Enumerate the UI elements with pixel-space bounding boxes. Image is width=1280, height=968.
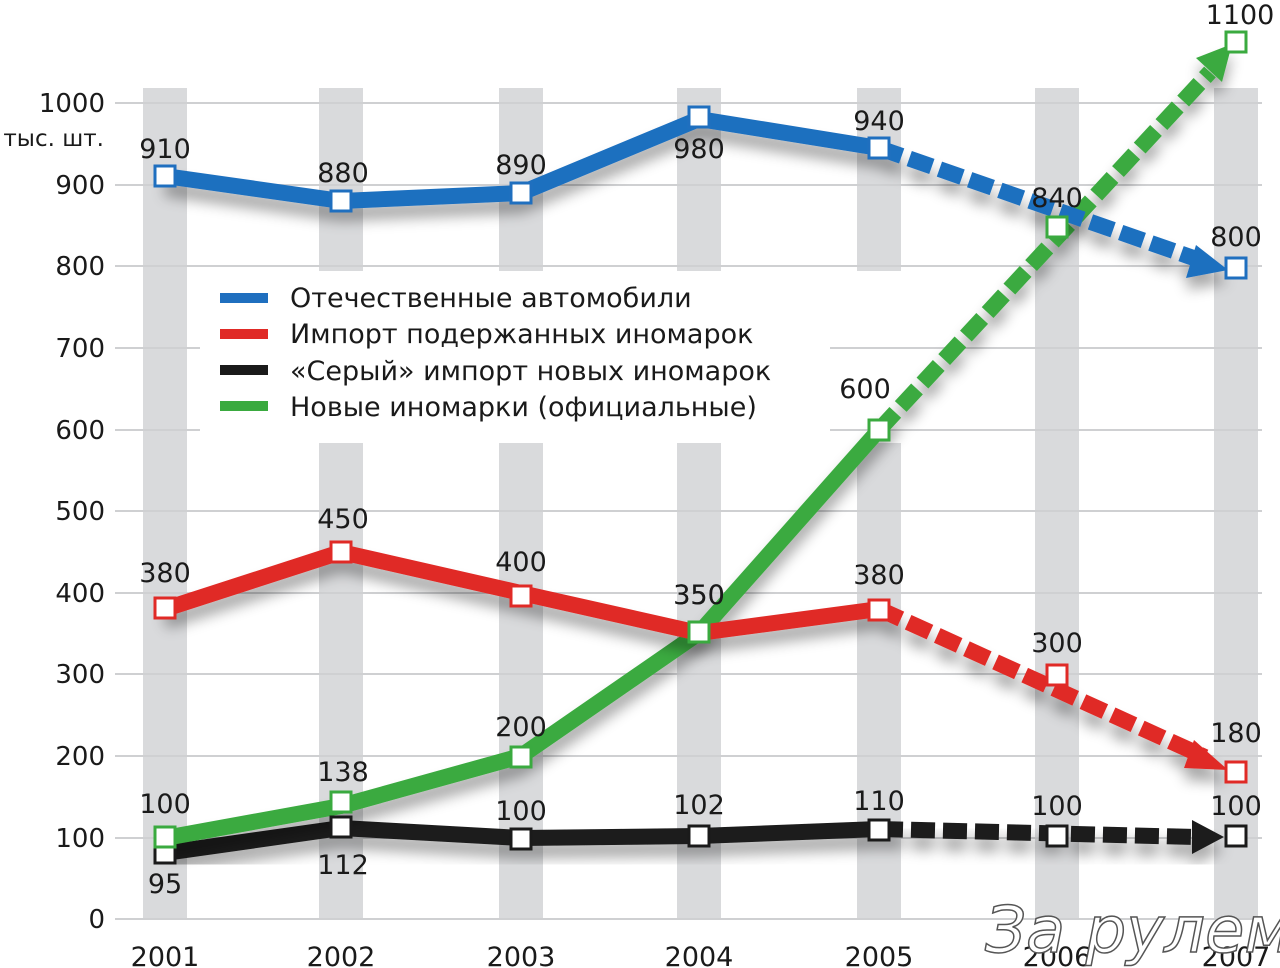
labels-grey-import: 95 112 100 102 110 100 100 [148, 786, 1262, 900]
legend-swatch [220, 365, 268, 375]
svg-text:138: 138 [317, 757, 369, 788]
x-tick: 2004 [665, 942, 734, 968]
svg-text:95: 95 [148, 869, 182, 900]
x-tick: 2002 [307, 942, 376, 968]
y-axis: 1000 тыс. шт. 900 800 700 600 500 400 30… [3, 89, 105, 935]
svg-text:Новые иномарки (официальные): Новые иномарки (официальные) [290, 392, 757, 423]
legend-item-domestic: Отечественные автомобили [220, 283, 692, 314]
watermark: За рулем [985, 894, 1280, 968]
svg-text:200: 200 [495, 712, 547, 743]
y-tick: 600 [55, 416, 105, 446]
svg-text:110: 110 [853, 786, 905, 817]
y-tick: 1000 [39, 89, 105, 119]
svg-text:300: 300 [1031, 628, 1083, 659]
x-tick: 2006 [1023, 942, 1092, 968]
y-tick: 100 [55, 824, 105, 854]
legend-swatch [220, 293, 268, 303]
legend: Отечественные автомобили Импорт подержан… [200, 275, 830, 435]
labels-used-import: 380 450 400 350 380 300 180 [139, 504, 1262, 749]
x-tick: 2007 [1202, 942, 1271, 968]
svg-text:1100: 1100 [1206, 0, 1275, 31]
svg-text:180: 180 [1210, 718, 1262, 749]
svg-text:100: 100 [1210, 791, 1262, 822]
x-tick: 2003 [487, 942, 556, 968]
svg-text:380: 380 [853, 560, 905, 591]
svg-text:840: 840 [1031, 183, 1083, 214]
svg-text:Импорт подержанных иномарок: Импорт подержанных иномарок [290, 319, 753, 350]
svg-text:102: 102 [673, 790, 725, 821]
y-tick: 800 [55, 252, 105, 282]
markers-domestic [153, 105, 1248, 280]
labels-new-official: 100 138 200 350 600 1100 [139, 0, 1274, 820]
y-tick: 700 [55, 334, 105, 364]
svg-text:450: 450 [317, 504, 369, 535]
legend-swatch [220, 401, 268, 411]
x-axis: 2001 2002 2003 2004 2005 2006 2007 [131, 942, 1271, 968]
y-tick: 0 [88, 905, 105, 935]
y-axis-unit: тыс. шт. [3, 126, 104, 152]
legend-item-used-import: Импорт подержанных иномарок [220, 319, 753, 350]
svg-text:400: 400 [495, 547, 547, 578]
markers-new-official [153, 30, 1248, 849]
svg-text:350: 350 [673, 580, 725, 611]
svg-text:980: 980 [673, 134, 725, 165]
legend-swatch [220, 329, 268, 339]
legend-item-new-official: Новые иномарки (официальные) [220, 392, 757, 423]
svg-text:940: 940 [853, 106, 905, 137]
svg-text:100: 100 [1031, 791, 1083, 822]
y-tick: 500 [55, 497, 105, 527]
y-tick: 200 [55, 742, 105, 772]
svg-text:800: 800 [1210, 222, 1262, 253]
svg-text:380: 380 [139, 558, 191, 589]
svg-text:100: 100 [139, 789, 191, 820]
svg-text:112: 112 [317, 850, 369, 881]
svg-text:350: 350 [673, 580, 725, 611]
svg-text:890: 890 [495, 150, 547, 181]
x-tick: 2005 [845, 942, 914, 968]
y-tick: 400 [55, 579, 105, 609]
y-tick: 300 [55, 660, 105, 690]
y-tick: 900 [55, 171, 105, 201]
svg-text:«Серый» импорт новых иномарок: «Серый» импорт новых иномарок [290, 356, 771, 387]
svg-text:910: 910 [139, 134, 191, 165]
markers-grey-import [153, 815, 1248, 865]
svg-text:Отечественные автомобили: Отечественные автомобили [290, 283, 692, 314]
svg-text:600: 600 [839, 374, 891, 405]
labels-domestic: 910 880 890 980 940 840 800 [139, 106, 1262, 253]
svg-text:100: 100 [495, 796, 547, 827]
markers-used-import [153, 540, 1248, 784]
svg-text:880: 880 [317, 158, 369, 189]
legend-item-grey-import: «Серый» импорт новых иномарок [220, 356, 771, 387]
x-tick: 2001 [131, 942, 200, 968]
